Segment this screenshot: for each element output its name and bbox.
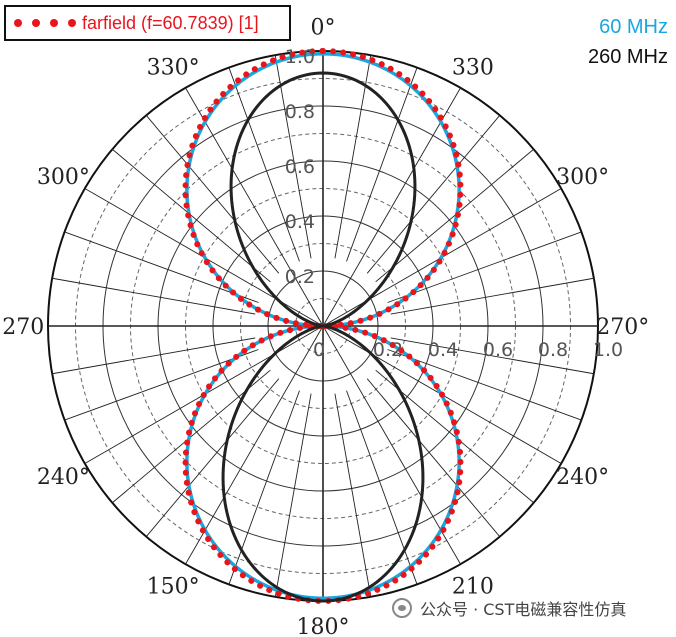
radial-tick-label-vertical: 0.4 — [285, 211, 315, 233]
grid-spoke — [387, 349, 582, 421]
grid-spoke — [145, 115, 280, 274]
series-line-2 — [221, 71, 425, 603]
grid-spoke — [375, 148, 534, 283]
polar-grid — [47, 50, 599, 602]
grid-spoke — [346, 67, 418, 262]
wechat-icon — [392, 598, 412, 618]
angle-label: 330 — [452, 55, 494, 80]
grid-spoke — [387, 231, 582, 303]
grid-spoke — [334, 55, 372, 259]
grid-spoke — [228, 390, 300, 585]
series-layer — [182, 48, 464, 605]
grid-spoke — [274, 55, 312, 259]
grid-spoke — [322, 87, 461, 327]
radial-tick-label: 0.4 — [428, 339, 458, 361]
radial-tick-label: 1.0 — [593, 339, 623, 361]
legend-dots-icon — [14, 16, 78, 30]
grid-spoke — [52, 277, 256, 315]
radial-tick-label: 0.2 — [373, 339, 403, 361]
angle-label: 240° — [556, 465, 609, 490]
grid-spoke — [185, 87, 324, 327]
series-line-0 — [185, 52, 461, 601]
radial-tick-label-vertical: 0.6 — [285, 156, 315, 178]
legend-label: farfield (f=60.7839) [1] — [82, 12, 259, 33]
angle-label: 180° — [297, 615, 350, 637]
radial-tick-label: 0.6 — [483, 339, 513, 361]
label-layer: 0.2 0.2 0.4 0.4 0.6 0.6 0.8 0.8 1.0 1.0 0 0° 330 300°… — [2, 15, 649, 637]
radial-tick-label-vertical: 0.8 — [285, 101, 315, 123]
angle-label: 210 — [452, 575, 494, 600]
grid-spoke — [145, 378, 280, 537]
grid-spoke — [390, 277, 594, 315]
grid-spoke — [274, 393, 312, 597]
grid-spoke — [64, 349, 259, 421]
angle-label: 150° — [147, 575, 200, 600]
watermark-text: 公众号 · CST电磁兼容性仿真 — [420, 600, 627, 619]
grid-spoke — [112, 148, 271, 283]
radial-tick-label-vertical: 1.0 — [285, 46, 315, 68]
grid-spoke — [366, 115, 501, 274]
angle-label: 270 — [2, 315, 44, 340]
frequency-label-260mhz: 260 MHz — [587, 46, 668, 68]
legend: farfield (f=60.7839) [1] — [4, 5, 291, 41]
grid-spoke — [52, 337, 256, 375]
angle-label: 270° — [596, 315, 649, 340]
grid-spoke — [185, 325, 324, 565]
grid-spoke — [64, 231, 259, 303]
watermark: 公众号 · CST电磁兼容性仿真 — [392, 596, 626, 620]
angle-label: 240° — [37, 465, 90, 490]
radial-tick-label: 0.8 — [538, 339, 568, 361]
angle-label: 0° — [311, 15, 336, 40]
radial-tick-label-vertical: 0.2 — [285, 266, 315, 288]
grid-spoke — [322, 325, 461, 565]
grid-spoke — [228, 67, 300, 262]
grid-spoke — [334, 393, 372, 597]
grid-spoke — [366, 378, 501, 537]
grid-spoke — [346, 390, 418, 585]
angle-label: 330° — [147, 55, 200, 80]
angle-label: 300° — [556, 165, 609, 190]
frequency-label-60mhz: 60 MHz — [599, 16, 668, 38]
center-label: 0 — [313, 339, 325, 361]
grid-spoke — [390, 337, 594, 375]
angle-label: 300° — [37, 165, 90, 190]
